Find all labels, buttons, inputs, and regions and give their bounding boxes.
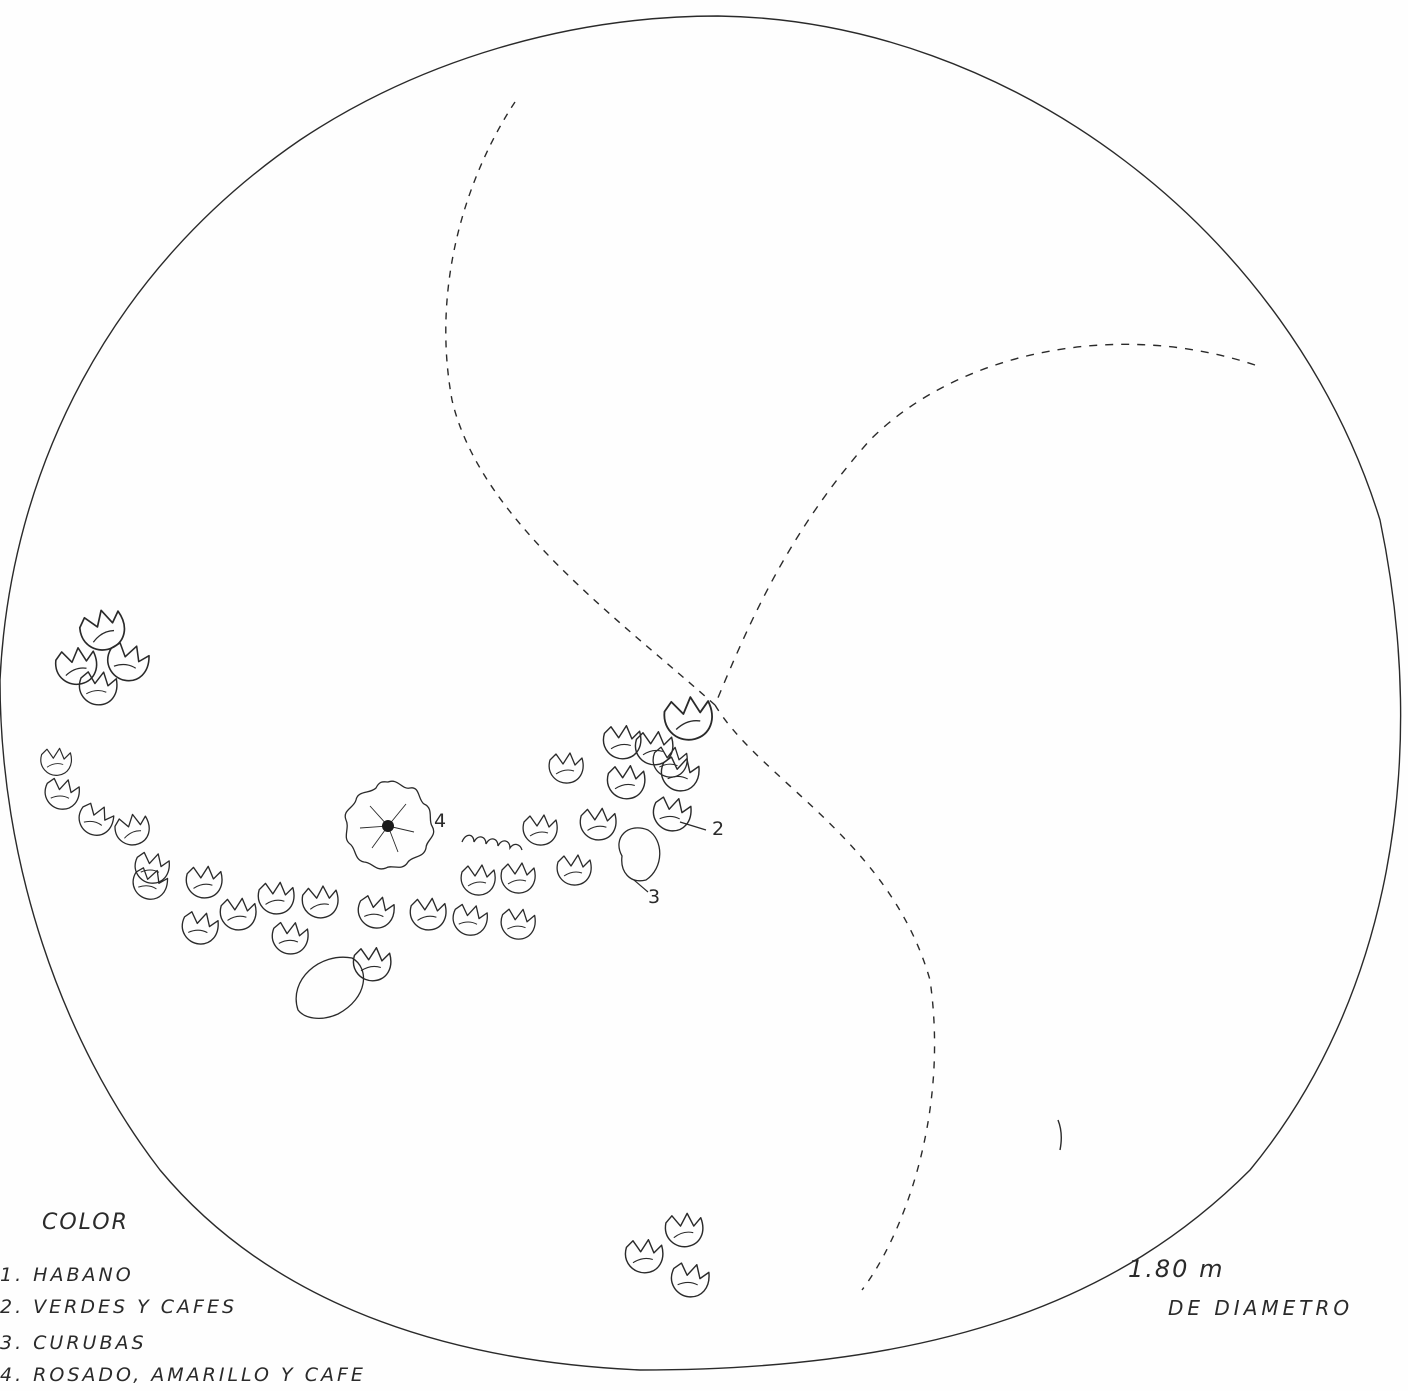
leaf-icon	[663, 1211, 706, 1250]
leaf-icon	[77, 669, 119, 708]
oval-leaf-3	[618, 827, 661, 882]
leaf-icon	[667, 1259, 712, 1301]
leaf-icon	[41, 775, 82, 813]
dashed-division-bottom	[714, 704, 936, 1291]
oval-leaf	[295, 956, 365, 1020]
marker-2-pointer	[679, 821, 707, 831]
leaf-icon	[522, 814, 558, 846]
legend-item: 2. VERDES Y CAFES	[0, 1296, 238, 1318]
marker-3-pointer	[633, 879, 649, 893]
diameter-label: DE DIAMETRO	[1168, 1296, 1354, 1320]
leaf-icon	[73, 799, 118, 841]
legend-title: COLOR	[42, 1210, 129, 1235]
leaf-icon	[185, 865, 223, 899]
leaf-icon	[624, 1238, 664, 1274]
leaf-icon	[178, 908, 221, 948]
leaf-icon	[40, 747, 73, 776]
leaf-icon	[579, 807, 617, 841]
leaf-icon	[460, 864, 496, 896]
leaf-icon	[649, 793, 694, 835]
marker-3-label: 3	[648, 886, 661, 908]
leaf-icon	[131, 849, 172, 887]
dashed-division-right	[714, 343, 1256, 706]
leaf-group	[40, 603, 717, 1301]
leaf-icon	[548, 752, 584, 784]
legend-item: 4. ROSADO, AMARILLO Y CAFE	[0, 1364, 366, 1386]
marker-2-label: 2	[712, 818, 725, 840]
leaf-icon	[102, 638, 153, 686]
leaf-icon	[354, 892, 397, 932]
marker-4-curl	[461, 834, 523, 851]
leaf-icon	[409, 897, 447, 931]
leaf-icon	[111, 810, 154, 850]
dashed-division-left	[445, 101, 716, 706]
leaf-icon	[257, 881, 295, 915]
leaf-icon	[270, 920, 310, 957]
leaf-icon	[499, 906, 537, 942]
diameter-value: 1.80 m	[1128, 1255, 1225, 1283]
leaf-icon	[219, 897, 257, 931]
leaf-icon	[500, 862, 536, 894]
flower-icon	[344, 780, 435, 870]
leaf-icon	[651, 744, 689, 780]
marker-1-tick	[1057, 1119, 1063, 1151]
leaf-icon	[660, 693, 717, 745]
legend-item: 3. CURUBAS	[0, 1332, 147, 1354]
leaf-icon	[300, 884, 341, 921]
leaf-icon	[449, 901, 490, 939]
leaf-icon	[556, 854, 592, 886]
legend-item: 1. HABANO	[0, 1264, 134, 1286]
rug-outline	[0, 15, 1402, 1371]
marker-4-label: 4	[434, 810, 447, 832]
leaf-icon	[606, 764, 646, 800]
